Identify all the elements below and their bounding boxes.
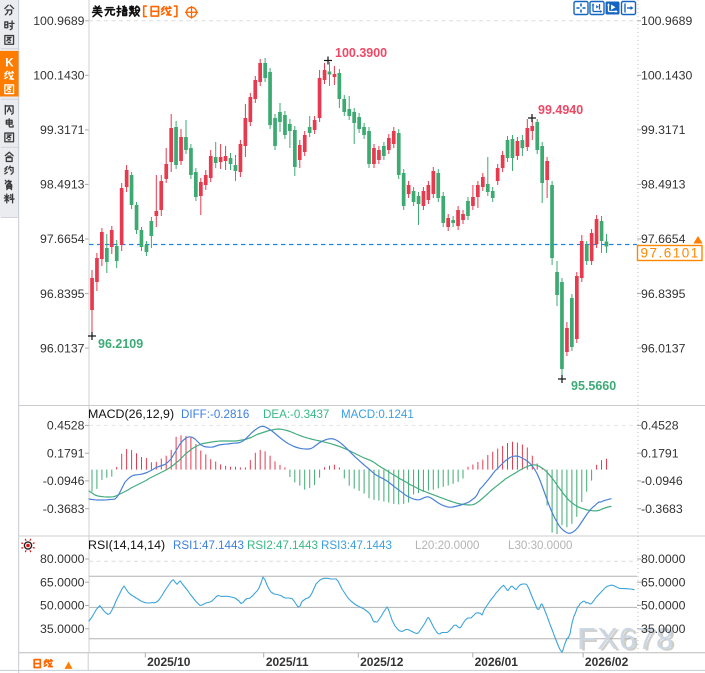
svg-text:98.4913: 98.4913 — [40, 178, 85, 192]
svg-text:RSI3:47.1443: RSI3:47.1443 — [321, 539, 392, 552]
svg-text:97.6654: 97.6654 — [40, 232, 85, 246]
svg-text:-0.0946: -0.0946 — [43, 474, 85, 488]
svg-text:RSI2:47.1443: RSI2:47.1443 — [247, 539, 318, 552]
svg-text:L30:30.0000: L30:30.0000 — [508, 539, 572, 552]
svg-text:95.5660: 95.5660 — [571, 379, 616, 393]
svg-text:35.0000: 35.0000 — [40, 622, 85, 636]
svg-text:0.4528: 0.4528 — [641, 419, 679, 433]
svg-text:2025/11: 2025/11 — [266, 655, 309, 669]
svg-text:50.0000: 50.0000 — [40, 599, 85, 613]
svg-text:80.0000: 80.0000 — [40, 552, 85, 566]
svg-text:96.8395: 96.8395 — [641, 287, 686, 301]
svg-text:35.0000: 35.0000 — [641, 622, 686, 636]
svg-text:80.0000: 80.0000 — [641, 552, 686, 566]
svg-text:2026/01: 2026/01 — [475, 655, 519, 669]
svg-text:0.1791: 0.1791 — [641, 446, 679, 460]
svg-text:RSI(14,14,14): RSI(14,14,14) — [88, 538, 165, 552]
svg-text:-0.3683: -0.3683 — [43, 502, 85, 516]
svg-text:65.0000: 65.0000 — [641, 576, 686, 590]
svg-text:2025/12: 2025/12 — [360, 655, 404, 669]
svg-text:96.8395: 96.8395 — [40, 287, 85, 301]
svg-text:DIFF:-0.2816: DIFF:-0.2816 — [181, 408, 249, 421]
svg-text:97.6101: 97.6101 — [641, 246, 700, 261]
svg-text:100.9689: 100.9689 — [33, 14, 84, 28]
svg-text:99.3171: 99.3171 — [40, 123, 85, 137]
svg-text:65.0000: 65.0000 — [40, 576, 85, 590]
svg-text:99.4940: 99.4940 — [538, 103, 583, 117]
svg-text:L20:20.0000: L20:20.0000 — [415, 539, 479, 552]
svg-text:0.1791: 0.1791 — [47, 446, 85, 460]
svg-text:MACD:0.1241: MACD:0.1241 — [341, 408, 414, 421]
svg-text:2026/02: 2026/02 — [585, 655, 629, 669]
svg-text:DEA:-0.3437: DEA:-0.3437 — [263, 408, 329, 421]
svg-text:98.4913: 98.4913 — [641, 178, 686, 192]
svg-text:RSI1:47.1443: RSI1:47.1443 — [173, 539, 244, 552]
svg-text:96.0137: 96.0137 — [641, 341, 686, 355]
svg-text:0.4528: 0.4528 — [47, 419, 85, 433]
svg-text:96.2109: 96.2109 — [98, 337, 143, 351]
svg-text:FX678: FX678 — [577, 621, 674, 656]
svg-text:100.1430: 100.1430 — [641, 69, 692, 83]
svg-text:50.0000: 50.0000 — [641, 599, 686, 613]
svg-text:FX678: FX678 — [580, 623, 677, 658]
svg-text:-0.3683: -0.3683 — [641, 502, 683, 516]
svg-text:100.3900: 100.3900 — [335, 46, 387, 60]
svg-text:100.1430: 100.1430 — [33, 69, 84, 83]
svg-text:99.3171: 99.3171 — [641, 123, 686, 137]
svg-text:K: K — [5, 58, 14, 70]
svg-text:96.0137: 96.0137 — [40, 341, 85, 355]
svg-text:97.6654: 97.6654 — [641, 232, 686, 246]
svg-text:-0.0946: -0.0946 — [641, 474, 683, 488]
svg-text:100.9689: 100.9689 — [641, 14, 692, 28]
svg-text:MACD(26,12,9): MACD(26,12,9) — [88, 407, 174, 421]
svg-text:2025/10: 2025/10 — [147, 655, 191, 669]
